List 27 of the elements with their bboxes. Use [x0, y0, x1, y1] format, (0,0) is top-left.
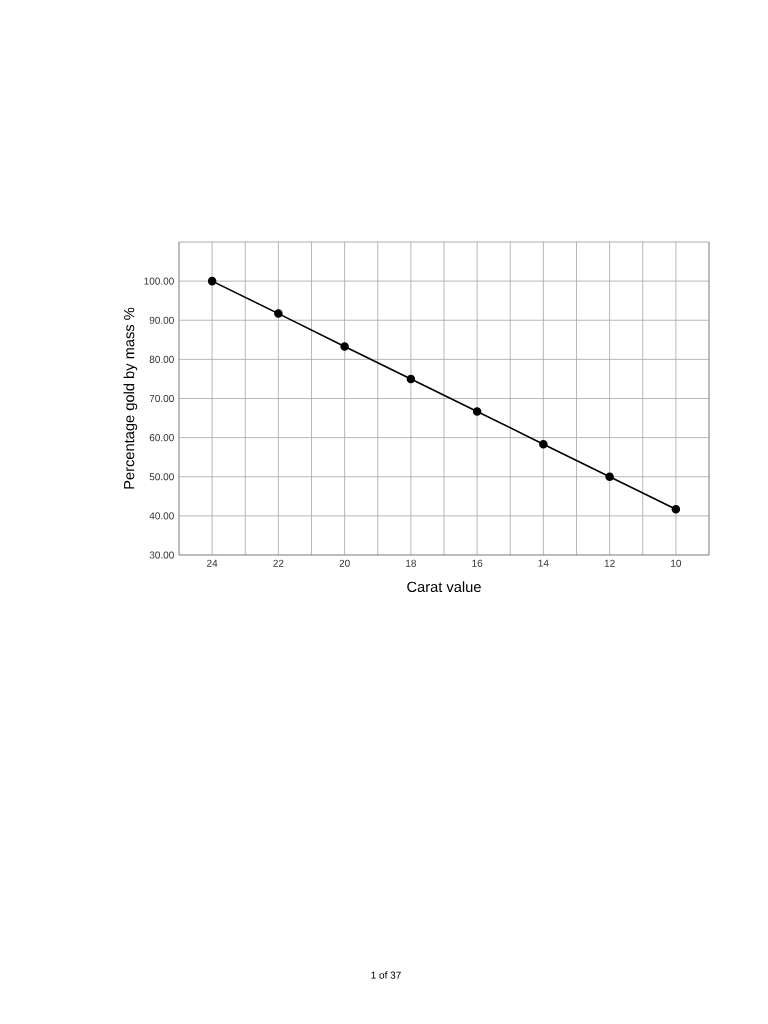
point: [274, 309, 283, 318]
y-tick-label: 80.00: [149, 355, 174, 363]
y-tick-label: 100.00: [144, 277, 174, 285]
y-tick-label: 60.00: [149, 434, 174, 442]
x-tick-label: 18: [406, 559, 416, 567]
y-tick-label: 40.00: [149, 512, 174, 520]
point: [671, 504, 681, 514]
y-axis-title: Percentage gold by mass %: [123, 307, 138, 489]
point: [539, 440, 548, 449]
text: 1 of 37: [371, 971, 401, 979]
x-tick-label: 24: [207, 559, 218, 567]
x-tick-label: 10: [671, 559, 682, 567]
point: [472, 407, 482, 416]
x-tick-label: 12: [604, 559, 615, 567]
y-tick-label: 70.00: [149, 394, 174, 403]
x-tick-label: 14: [538, 559, 549, 567]
point: [406, 374, 416, 384]
x-tick-label: 16: [472, 559, 483, 567]
x-axis-title: Carat value: [407, 581, 481, 593]
point: [605, 472, 614, 482]
x-tick-label: 22: [273, 559, 284, 567]
x-tick-label: 20: [339, 559, 350, 567]
point: [207, 276, 217, 286]
y-tick-label: 90.00: [149, 316, 174, 324]
y-tick-label: 30.00: [149, 551, 174, 559]
point: [340, 342, 349, 351]
y-tick-label: 50.00: [149, 473, 174, 481]
